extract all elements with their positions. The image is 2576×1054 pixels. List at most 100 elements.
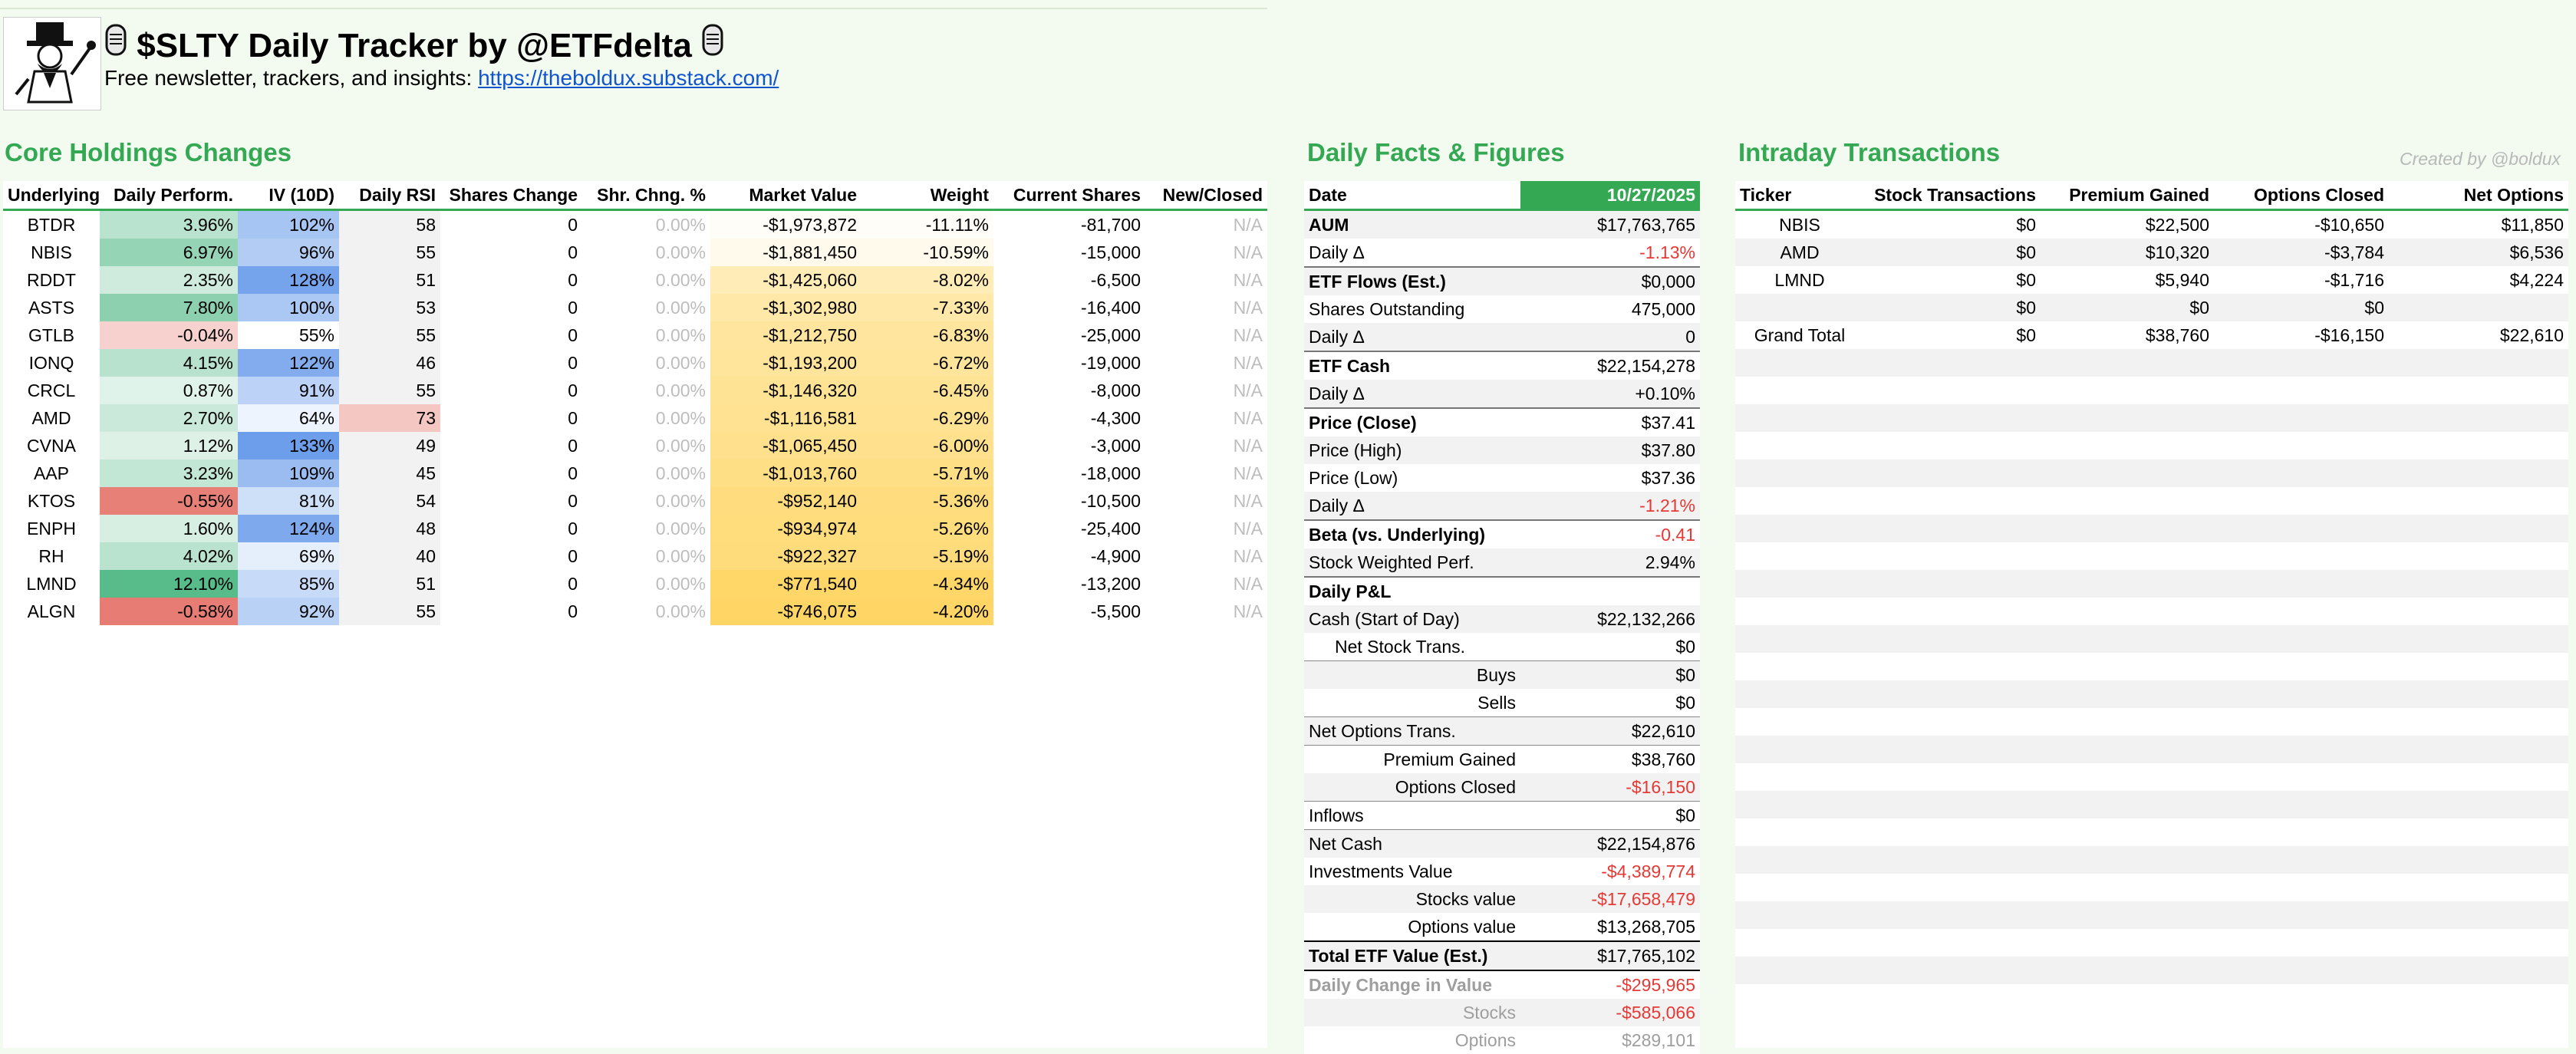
rsi-cell: 55 <box>339 598 440 625</box>
shares-change-cell: 0 <box>568 324 578 345</box>
ticker-cell: NBIS <box>31 242 72 262</box>
core-table-row: CRCL 0.87% 91% 55 0 0.00% -$1,146,320 -6.45% -8,… <box>3 377 1267 404</box>
empty-cell <box>2214 542 2389 570</box>
intraday-ticker-cell <box>1735 294 1864 321</box>
market-value-cell: -$922,327 <box>710 542 861 570</box>
subtitle-text: Free newsletter, trackers, and insights: <box>104 66 479 90</box>
intraday-row: Grand Total $0 $38,760 -$16,150 $22,610 <box>1735 321 2568 349</box>
empty-cell <box>2389 901 2568 929</box>
facts-value: $0 <box>1520 660 1700 689</box>
facts-label: Daily Δ <box>1304 492 1520 520</box>
empty-cell <box>1735 901 1864 929</box>
date-value: 10/27/2025 <box>1520 181 1700 211</box>
daily-perf-cell: 2.35% <box>100 266 238 294</box>
facts-label: Daily Δ <box>1304 323 1520 351</box>
iv-cell: 96% <box>238 239 339 266</box>
current-shares-cell: -16,400 <box>1080 297 1141 318</box>
empty-cell <box>2214 901 2389 929</box>
intraday-net-cell: $11,850 <box>2501 214 2564 235</box>
facts-rows: AUM $17,763,765 Daily Δ -1.13% ETF Flows (Es… <box>1304 209 1700 1054</box>
empty-cell <box>2041 542 2214 570</box>
facts-row: Price (Low) $37.36 <box>1304 464 1700 492</box>
empty-cell <box>2389 763 2568 791</box>
ticker-cell: LMND <box>26 573 77 594</box>
empty-cell <box>2041 846 2214 874</box>
new-closed-cell: N/A <box>1233 490 1263 511</box>
new-closed-cell: N/A <box>1233 463 1263 483</box>
facts-value: 475,000 <box>1520 295 1700 323</box>
intraday-empty-row <box>1735 432 2568 459</box>
core-header-row: Underlying Daily Perform. IV (10D) Daily RS… <box>3 181 1267 211</box>
shares-change-pct-cell: 0.00% <box>655 463 706 483</box>
intraday-closed-cell: $0 <box>2214 294 2389 321</box>
market-value-cell: -$1,212,750 <box>710 321 861 349</box>
newsletter-link[interactable]: https://theboldux.substack.com/ <box>478 66 779 90</box>
daily-perf-cell: -0.04% <box>100 321 238 349</box>
facts-row: Shares Outstanding 475,000 <box>1304 295 1700 323</box>
intraday-empty-row <box>1735 763 2568 791</box>
intraday-empty-row <box>1735 598 2568 625</box>
intraday-net-cell: $4,224 <box>2509 269 2564 290</box>
ticker-cell: ALGN <box>27 601 76 621</box>
weight-cell: -7.33% <box>861 294 993 321</box>
daily-perf-cell: 12.10% <box>100 570 238 598</box>
empty-cell <box>1864 874 2041 901</box>
empty-cell <box>1735 349 1864 377</box>
new-closed-cell: N/A <box>1233 573 1263 594</box>
empty-cell <box>2389 625 2568 653</box>
core-table-row: CVNA 1.12% 133% 49 0 0.00% -$1,065,450 -6.00% -3… <box>3 432 1267 459</box>
new-closed-cell: N/A <box>1233 601 1263 621</box>
intraday-empty-row <box>1735 404 2568 432</box>
empty-cell <box>2389 818 2568 846</box>
intraday-title: Intraday Transactions <box>1738 138 2001 166</box>
facts-value: $37.80 <box>1520 436 1700 464</box>
weight-cell: -4.34% <box>861 570 993 598</box>
intraday-empty-row <box>1735 487 2568 515</box>
daily-perf-cell: 2.70% <box>100 404 238 432</box>
rsi-cell: 51 <box>339 570 440 598</box>
empty-cell <box>2041 957 2214 984</box>
empty-cell <box>1735 708 1864 736</box>
shares-change-cell: 0 <box>568 573 578 594</box>
shares-change-cell: 0 <box>568 545 578 566</box>
facts-label: Daily Δ <box>1304 239 1520 267</box>
facts-row: Options value $13,268,705 <box>1304 913 1700 941</box>
facts-value <box>1520 576 1700 605</box>
daily-facts-table: Date 10/27/2025 AUM $17,763,765 Daily Δ -1.… <box>1304 181 1700 1054</box>
empty-cell <box>1864 598 2041 625</box>
intraday-column-header: Options Closed <box>2214 181 2389 211</box>
core-table-row: ASTS 7.80% 100% 53 0 0.00% -$1,302,980 -7.33% -1… <box>3 294 1267 321</box>
intraday-empty-row <box>1735 929 2568 957</box>
facts-label: Cash (Start of Day) <box>1304 605 1520 633</box>
market-value-cell: -$952,140 <box>710 487 861 515</box>
weight-cell: -5.36% <box>861 487 993 515</box>
facts-value: $0 <box>1520 801 1700 830</box>
facts-row: Net Stock Trans. $0 <box>1304 633 1700 661</box>
empty-cell <box>2041 404 2214 432</box>
microphone-icon <box>701 24 724 71</box>
core-holdings-table: Underlying Daily Perform. IV (10D) Daily RS… <box>3 181 1267 625</box>
empty-cell <box>1735 515 1864 542</box>
empty-cell <box>1735 874 1864 901</box>
empty-cell <box>2214 957 2389 984</box>
new-closed-cell: N/A <box>1233 242 1263 262</box>
empty-cell <box>2041 680 2214 708</box>
weight-cell: -10.59% <box>861 239 993 266</box>
empty-cell <box>2389 598 2568 625</box>
facts-label: Premium Gained <box>1304 745 1520 773</box>
empty-cell <box>2214 708 2389 736</box>
shares-change-pct-cell: 0.00% <box>655 435 706 456</box>
facts-value: $17,763,765 <box>1520 209 1700 239</box>
iv-cell: 100% <box>238 294 339 321</box>
facts-row: Daily Δ -1.21% <box>1304 492 1700 520</box>
facts-value: 0 <box>1520 323 1700 351</box>
core-column-header: Current Shares <box>993 181 1145 211</box>
empty-cell <box>2041 763 2214 791</box>
new-closed-cell: N/A <box>1233 324 1263 345</box>
empty-cell <box>2041 984 2214 1012</box>
facts-value: $0 <box>1520 689 1700 717</box>
empty-cell <box>2041 459 2214 487</box>
empty-cell <box>2041 818 2214 846</box>
iv-cell: 91% <box>238 377 339 404</box>
market-value-cell: -$1,013,760 <box>710 459 861 487</box>
